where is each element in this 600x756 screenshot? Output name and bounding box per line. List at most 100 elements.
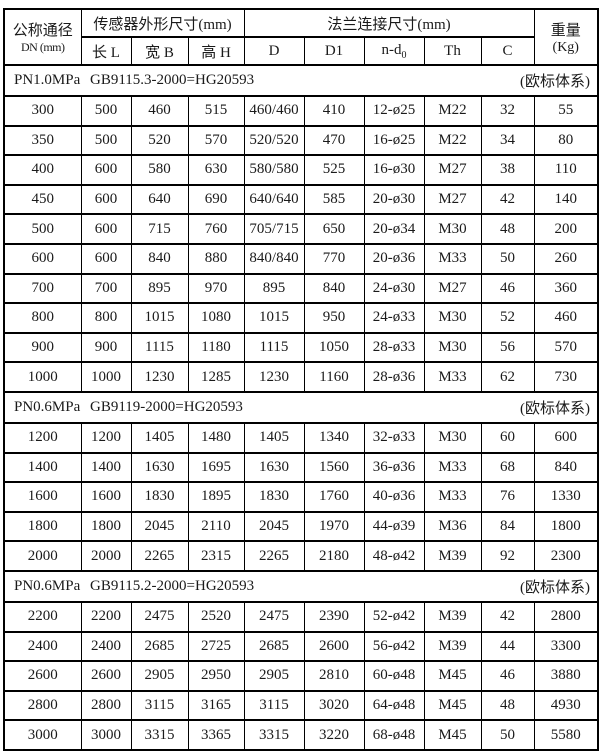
table-cell: 950 <box>303 302 365 334</box>
table-cell: 900 <box>80 331 132 364</box>
table-cell: 3165 <box>187 689 245 722</box>
table-cell: M30 <box>423 213 482 245</box>
table-cell: 2810 <box>303 660 365 692</box>
table-cell: 730 <box>533 361 599 393</box>
table-cell: M45 <box>423 689 482 722</box>
table-cell: 895 <box>130 272 189 305</box>
table-row: 1800 1800 2045 2110 2045 1970 44-ø39 M36 84 1800 <box>3 510 599 543</box>
table-cell: 52 <box>480 302 535 334</box>
section-header-row: PN0.6MPa GB9115.2-2000=HG20593 (欧标体系) <box>3 569 599 603</box>
table-cell: 1200 <box>3 421 82 454</box>
table-cell: 24-ø33 <box>363 302 425 334</box>
table-cell: M39 <box>423 630 482 663</box>
table-cell: M30 <box>423 421 482 454</box>
table-cell: 800 <box>3 302 82 334</box>
table-cell: M27 <box>423 154 482 186</box>
table-cell: 500 <box>80 124 132 157</box>
table-cell: 3300 <box>533 630 599 663</box>
table-cell: 640 <box>130 183 189 216</box>
table-cell: 60-ø48 <box>363 660 425 692</box>
table-cell: 2400 <box>80 630 132 663</box>
table-cell: M45 <box>423 719 482 751</box>
table-cell: 28-ø36 <box>363 361 425 393</box>
table-cell: 895 <box>243 272 305 305</box>
table-cell: 1600 <box>80 481 132 513</box>
table-cell: M27 <box>423 183 482 216</box>
table-cell: 2300 <box>533 540 599 572</box>
table-cell: 56 <box>480 331 535 364</box>
table-cell: 1000 <box>80 361 132 393</box>
table-cell: 20-ø34 <box>363 213 425 245</box>
table-row: 350 500 520 570 520/520 470 16-ø25 M22 34 80 <box>3 124 599 157</box>
table-cell: 2905 <box>130 660 189 692</box>
table-cell: 42 <box>480 183 535 216</box>
table-cell: 3020 <box>303 689 365 722</box>
standard-code-label: GB9119-2000=HG20593 <box>90 398 243 415</box>
table-row: 1600 1600 1830 1895 1830 1760 40-ø36 M33 76 1330 <box>3 481 599 513</box>
table-cell: 16-ø30 <box>363 154 425 186</box>
table-cell: 3220 <box>303 719 365 751</box>
table-cell: 110 <box>533 154 599 186</box>
table-cell: 800 <box>80 302 132 334</box>
table-header: 公称通径 DN (mm) 传感器外形尺寸(mm) 法兰连接尺寸(mm) 重量 (… <box>3 8 599 66</box>
pressure-rating-label: PN0.6MPa <box>14 398 81 415</box>
table-cell: 580 <box>130 154 189 186</box>
table-cell: 525 <box>303 154 365 186</box>
table-cell: 3000 <box>80 719 132 751</box>
header-n-d0-subscript: 0 <box>401 49 407 61</box>
table-cell: 2390 <box>303 600 365 633</box>
header-n-d0-main: n-d <box>381 41 402 58</box>
table-cell: 3115 <box>243 689 305 722</box>
table-cell: 1015 <box>130 302 189 334</box>
table-cell: M33 <box>423 361 482 393</box>
table-cell: 2045 <box>130 510 189 543</box>
table-cell: 2000 <box>80 540 132 572</box>
header-height-h: 高 H <box>187 36 245 66</box>
section-header-content: PN1.0MPa GB9115.3-2000=HG20593 (欧标体系) <box>6 70 596 91</box>
table-cell: 36-ø36 <box>363 451 425 484</box>
table-cell: 32-ø33 <box>363 421 425 454</box>
header-dn-line2: DN (mm) <box>21 40 65 54</box>
table-cell: 2265 <box>130 540 189 572</box>
table-cell: 500 <box>3 213 82 245</box>
table-cell: 32 <box>480 95 535 127</box>
table-cell: 690 <box>187 183 245 216</box>
table-cell: 600 <box>533 421 599 454</box>
standard-code-label: GB9115.3-2000=HG20593 <box>90 72 255 88</box>
table-cell: 1630 <box>243 451 305 484</box>
table-cell: 2950 <box>187 660 245 692</box>
table-cell: 520/520 <box>243 124 305 157</box>
table-cell: 760 <box>187 213 245 245</box>
table-cell: 2400 <box>3 630 82 663</box>
table-cell: 92 <box>480 540 535 572</box>
table-cell: 570 <box>187 124 245 157</box>
table-cell: 34 <box>480 124 535 157</box>
table-cell: M22 <box>423 124 482 157</box>
table-cell: 1405 <box>243 421 305 454</box>
table-cell: 1340 <box>303 421 365 454</box>
table-cell: 700 <box>80 272 132 305</box>
table-cell: M33 <box>423 242 482 275</box>
table-cell: 40-ø36 <box>363 481 425 513</box>
header-th: Th <box>423 36 482 66</box>
table-cell: 1895 <box>187 481 245 513</box>
section-header-cell: PN1.0MPa GB9115.3-2000=HG20593 (欧标体系) <box>3 64 599 97</box>
table-cell: M39 <box>423 540 482 572</box>
table-cell: 28-ø33 <box>363 331 425 364</box>
table-cell: 2905 <box>243 660 305 692</box>
section-header-cell: PN0.6MPa GB9115.2-2000=HG20593 (欧标体系) <box>3 569 599 603</box>
table-row: 1200 1200 1405 1480 1405 1340 32-ø33 M30 60 600 <box>3 421 599 454</box>
table-cell: 840/840 <box>243 242 305 275</box>
table-cell: 3000 <box>3 719 82 751</box>
table-cell: 2200 <box>80 600 132 633</box>
table-cell: 715 <box>130 213 189 245</box>
table-cell: 1970 <box>303 510 365 543</box>
dimension-spec-table: 公称通径 DN (mm) 传感器外形尺寸(mm) 法兰连接尺寸(mm) 重量 (… <box>3 8 599 751</box>
table-cell: 840 <box>130 242 189 275</box>
table-cell: 46 <box>480 272 535 305</box>
table-cell: 2475 <box>130 600 189 633</box>
table-cell: 1400 <box>80 451 132 484</box>
table-cell: 80 <box>533 124 599 157</box>
table-row: 2200 2200 2475 2520 2475 2390 52-ø42 M39 42 2800 <box>3 600 599 633</box>
table-row: 700 700 895 970 895 840 24-ø30 M27 46 360 <box>3 272 599 305</box>
